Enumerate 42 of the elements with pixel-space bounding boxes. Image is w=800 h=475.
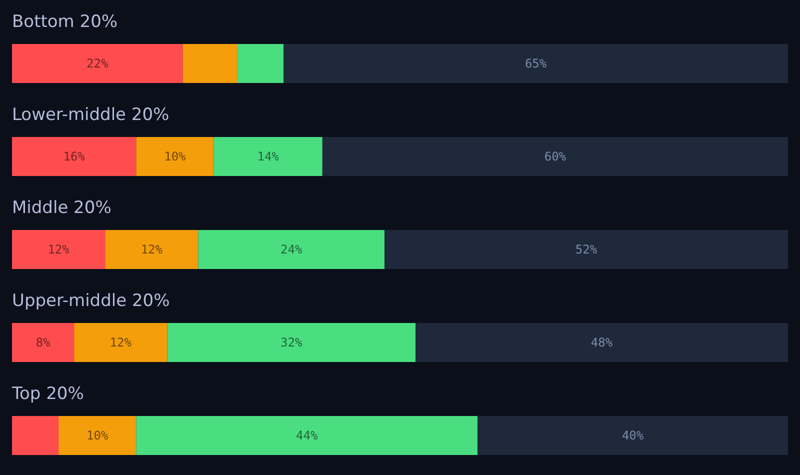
bar bbox=[284, 44, 788, 83]
bar bbox=[12, 323, 74, 362]
bar bbox=[384, 230, 788, 269]
y-tick-label: Upper-middle 20% bbox=[12, 291, 170, 311]
data-label: 40% bbox=[622, 428, 644, 442]
y-tick-label: Middle 20% bbox=[12, 198, 112, 218]
bar bbox=[416, 323, 788, 362]
y-tick-label: Lower-middle 20% bbox=[12, 105, 170, 125]
data-label: 48% bbox=[590, 336, 614, 350]
bar bbox=[12, 44, 183, 83]
bar bbox=[74, 323, 168, 362]
data-label: 12% bbox=[110, 336, 132, 350]
data-label: 14% bbox=[257, 150, 280, 164]
data-label: 52% bbox=[575, 242, 598, 256]
y-tick-label: Bottom 20% bbox=[12, 12, 118, 32]
data-label: 65% bbox=[524, 56, 548, 70]
bar bbox=[12, 416, 59, 455]
bar bbox=[237, 44, 284, 83]
data-label: 60% bbox=[544, 150, 567, 164]
bar bbox=[136, 137, 214, 176]
data-label: 24% bbox=[280, 242, 303, 256]
data-label: 8% bbox=[36, 336, 52, 350]
bar bbox=[214, 137, 322, 176]
bar bbox=[12, 230, 106, 269]
data-label: 44% bbox=[296, 428, 318, 442]
bar bbox=[198, 230, 384, 269]
y-tick-label: Top 20% bbox=[11, 384, 84, 404]
data-label: 22% bbox=[86, 56, 109, 70]
data-label: 10% bbox=[164, 150, 187, 164]
bar bbox=[322, 137, 788, 176]
bar bbox=[182, 44, 238, 83]
data-label: 32% bbox=[280, 336, 303, 350]
data-label: 10% bbox=[86, 428, 109, 442]
bar bbox=[58, 416, 136, 455]
data-label: 16% bbox=[63, 150, 86, 164]
data-label: 12% bbox=[140, 242, 164, 256]
bar bbox=[478, 416, 788, 455]
bar bbox=[167, 323, 416, 362]
bar bbox=[105, 230, 198, 269]
bar bbox=[136, 416, 478, 455]
bar bbox=[12, 137, 136, 176]
data-label: 12% bbox=[48, 242, 70, 256]
